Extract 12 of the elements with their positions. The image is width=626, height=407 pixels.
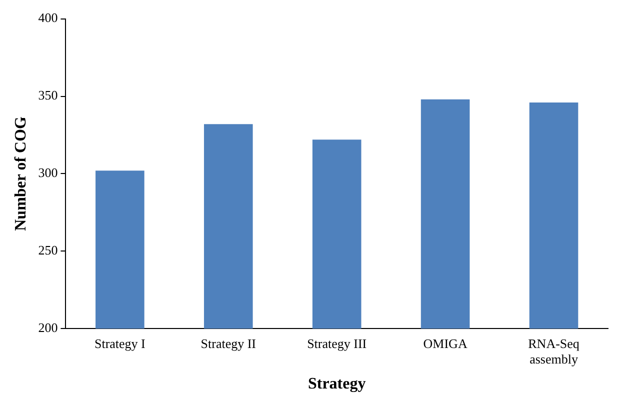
x-tick-label: OMIGA (423, 336, 468, 351)
y-tick-label: 300 (38, 165, 58, 180)
x-axis-title: Strategy (308, 376, 366, 393)
y-tick-label: 400 (38, 10, 58, 26)
y-tick-label: 200 (38, 320, 58, 336)
x-tick-label: Strategy I (94, 336, 146, 351)
x-tick-label: Strategy II (200, 336, 256, 351)
y-axis-title: Number of COG (12, 116, 30, 231)
y-tick-label: 350 (38, 88, 58, 103)
x-tick-label: Strategy III (307, 336, 367, 351)
x-tick-label: RNA-Seq assembly (528, 336, 580, 366)
y-tick-label: 250 (38, 242, 58, 258)
